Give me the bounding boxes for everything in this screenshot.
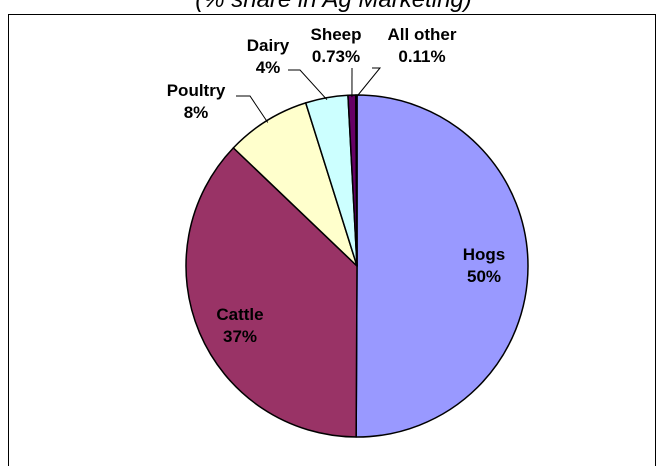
slice-label-cattle-name: Cattle (216, 305, 263, 324)
slice-label-hogs-value: 50% (467, 267, 501, 286)
slice-label-poultry-name: Poultry (167, 81, 226, 100)
slice-label-poultry-value: 8% (184, 103, 209, 122)
chart-subtitle: (% share in Ag Marketing) (0, 0, 667, 14)
slice-label-cattle-value: 37% (223, 327, 257, 346)
slice-label-sheep-name: Sheep (310, 25, 361, 44)
chart-border (8, 14, 656, 466)
pie-slice-hogs (355, 94, 529, 438)
slice-label-sheep-value: 0.73% (312, 47, 360, 66)
leader-line-all-other (356, 67, 382, 98)
slice-label-dairy-name: Dairy (247, 36, 290, 55)
slice-label-hogs-name: Hogs (463, 245, 506, 264)
pie-slice-all-other (355, 94, 358, 267)
pie-slice-cattle (185, 147, 358, 438)
slice-label-all-other-name: All other (388, 25, 457, 44)
slice-label-dairy-value: 4% (256, 58, 281, 77)
slice-label-all-other-value: 0.11% (398, 47, 445, 66)
leader-lines (236, 67, 382, 123)
leader-line-poultry (236, 95, 269, 123)
leader-line-dairy (288, 69, 328, 101)
pie-slices (185, 94, 529, 438)
